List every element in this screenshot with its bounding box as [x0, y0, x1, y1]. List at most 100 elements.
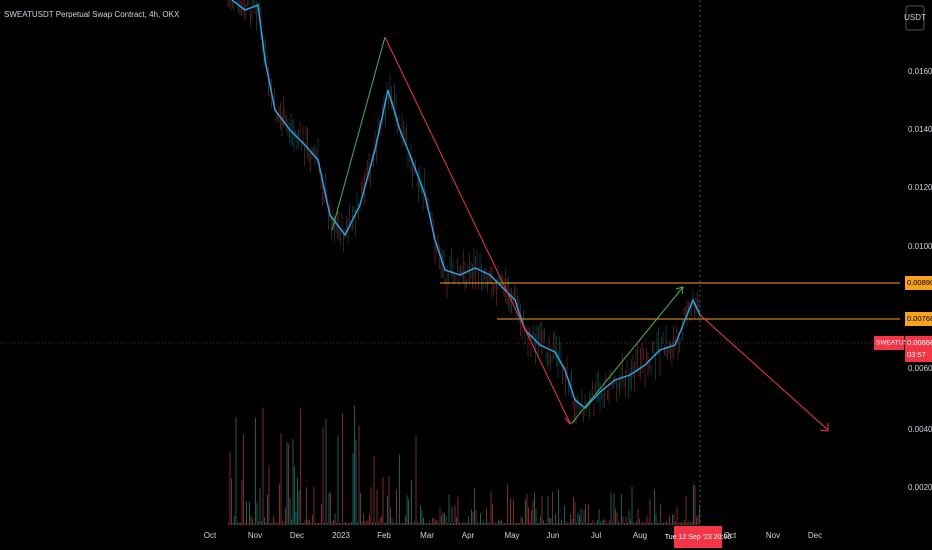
volume-bar — [474, 487, 475, 525]
volume-bar — [279, 483, 280, 525]
volume-bar — [613, 493, 615, 525]
volume-bar — [241, 480, 243, 525]
volume-bar — [379, 518, 381, 525]
volume-bar — [310, 522, 312, 525]
time-axis-label: Aug — [633, 531, 647, 540]
volume-bar — [564, 505, 565, 525]
volume-bar — [574, 501, 576, 525]
volume-bar — [525, 499, 526, 525]
volume-bar — [481, 522, 483, 525]
volume-bar — [616, 512, 618, 525]
volume-bar — [591, 522, 592, 525]
volume-bar — [633, 522, 634, 525]
volume-bar — [586, 522, 588, 525]
volume-bar — [318, 522, 319, 525]
time-axis-label: Apr — [462, 531, 475, 540]
time-axis-label: Jun — [547, 531, 560, 540]
volume-bar — [328, 492, 330, 525]
volume-bar — [351, 521, 352, 525]
volume-bar — [516, 523, 517, 525]
volume-bar — [445, 516, 447, 525]
volume-bar — [234, 516, 235, 525]
volume-bar — [547, 495, 549, 525]
volume-bar — [534, 492, 535, 525]
volume-bar — [658, 522, 660, 525]
volume-bar — [598, 509, 600, 525]
time-axis-label: Oct — [204, 531, 217, 540]
volume-bar — [505, 522, 507, 525]
volume-bar — [286, 442, 288, 525]
price-axis-label: 0.0160000 — [908, 67, 932, 76]
volume-bar — [472, 511, 474, 525]
currency-button[interactable] — [905, 5, 925, 31]
crosshair-time-label: Tue 12 Sep '23 20:00 — [665, 534, 732, 541]
volume-bar — [649, 499, 651, 525]
price-tag — [905, 276, 932, 290]
volume-bar — [397, 522, 399, 525]
volume-bar — [267, 494, 268, 525]
volume-bar — [628, 510, 630, 525]
volume-bar — [250, 515, 252, 525]
volume-bar — [507, 484, 508, 525]
volume-bar — [292, 438, 294, 525]
volume-bar — [298, 490, 300, 525]
volume-bar — [537, 523, 538, 525]
volume-bars — [228, 405, 700, 525]
volume-bar — [493, 523, 495, 525]
volume-bar — [276, 523, 277, 525]
volume-bar — [321, 504, 322, 525]
volume-bar — [468, 516, 469, 525]
countdown-label: 03:57 — [907, 350, 926, 359]
volume-bar — [606, 522, 607, 525]
volume-bar — [235, 416, 237, 525]
volume-bar — [469, 522, 471, 525]
volume-bar — [426, 522, 427, 525]
volume-bar — [283, 522, 285, 525]
volume-bar — [438, 522, 439, 525]
price-tag-label: 0.0089043 — [907, 278, 932, 287]
volume-bar — [309, 519, 310, 525]
price-axis-label: 0.0140000 — [908, 125, 932, 134]
volume-bar — [532, 500, 534, 525]
volume-bar — [631, 486, 633, 525]
volume-bar — [597, 520, 598, 525]
volume-bar — [249, 501, 250, 525]
volume-bar — [439, 507, 441, 525]
volume-bar — [573, 497, 574, 525]
volume-bar — [519, 522, 520, 525]
volume-bar — [358, 425, 360, 525]
volume-bar — [672, 514, 673, 525]
volume-bar — [277, 522, 279, 525]
volume-bar — [447, 522, 448, 525]
volume-bar — [322, 426, 324, 525]
price-tag-label: 0.0076888 — [907, 314, 932, 323]
arrow-head — [819, 423, 829, 432]
volume-bar — [441, 515, 442, 525]
volume-bar — [622, 516, 624, 525]
moving-average — [231, 0, 701, 410]
volume-bar — [610, 492, 612, 525]
volume-bar — [304, 520, 306, 525]
volume-bar — [652, 522, 654, 525]
volume-bar — [313, 486, 315, 525]
volume-bar — [625, 516, 627, 525]
volume-bar — [412, 522, 414, 525]
volume-bar — [406, 495, 408, 525]
volume-bar — [274, 522, 276, 525]
volume-bar — [511, 522, 513, 525]
volume-bar — [514, 522, 516, 525]
chart-title: SWEATUSDT Perpetual Swap Contract, 4h, O… — [4, 10, 180, 19]
volume-bar — [687, 522, 688, 525]
volume-bar — [603, 519, 604, 525]
volume-bar — [619, 522, 621, 525]
volume-bar — [417, 521, 418, 525]
volume-bar — [624, 523, 625, 525]
volume-bar — [492, 503, 493, 525]
volume-bar — [424, 522, 426, 525]
volume-bar — [454, 505, 456, 525]
volume-bar — [399, 454, 400, 525]
volume-bar — [369, 514, 370, 525]
volume-bar — [601, 521, 603, 525]
volume-bar — [589, 522, 591, 525]
